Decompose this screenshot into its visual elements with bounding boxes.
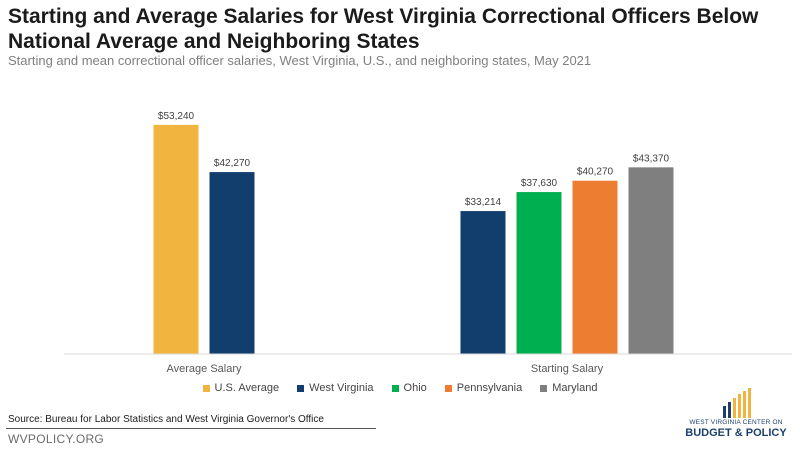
- legend-swatch: [297, 384, 305, 392]
- legend-swatch: [202, 384, 210, 392]
- data-label: $37,630: [521, 178, 558, 189]
- bar-west-virginia-average-salary: [209, 172, 255, 354]
- legend-item: Maryland: [540, 382, 597, 394]
- data-label: $43,370: [633, 153, 670, 164]
- legend-swatch: [444, 384, 452, 392]
- legend-label: U.S. Average: [214, 382, 280, 394]
- data-label: $33,214: [465, 197, 502, 208]
- legend-item: U.S. Average: [202, 382, 280, 394]
- bar-pennsylvania-starting-salary: [572, 180, 618, 354]
- legend-item: Ohio: [391, 382, 427, 394]
- chart-title: Starting and Average Salaries for West V…: [8, 5, 759, 53]
- bars-group: $53,240 $42,270 $33,214 $37,630 $40,270 $43,3…: [153, 111, 674, 354]
- bar-chart: $53,240 $42,270 $33,214 $37,630 $40,270 $43,3…: [64, 111, 792, 375]
- x-tick-label: Average Salary: [166, 363, 242, 375]
- source-note: Source: Bureau for Labor Statistics and …: [8, 414, 324, 425]
- x-tick-labels: Average Salary Starting Salary: [166, 363, 603, 375]
- source-divider: [6, 428, 376, 429]
- wvcbp-logo: WEST VIRGINIA CENTER ON BUDGET & POLICY: [680, 388, 792, 446]
- footer-url: WVPOLICY.ORG: [8, 432, 105, 446]
- legend-swatch: [540, 384, 548, 392]
- data-label: $42,270: [214, 158, 251, 169]
- legend-label: West Virginia: [309, 382, 374, 394]
- legend-label: Ohio: [403, 382, 427, 394]
- legend-item: West Virginia: [297, 382, 374, 394]
- bar-maryland-starting-salary: [628, 167, 674, 354]
- legend-label: Pennsylvania: [456, 382, 523, 394]
- bar-west-virginia-starting-salary: [460, 211, 506, 354]
- legend-swatch: [391, 384, 399, 392]
- logo-line1: WEST VIRGINIA CENTER ON: [689, 419, 783, 426]
- logo-line2: BUDGET & POLICY: [685, 427, 787, 439]
- chart-legend: U.S. Average West Virginia Ohio Pennsylvani…: [0, 382, 800, 394]
- bar-ohio-starting-salary: [516, 192, 562, 354]
- bar-u-s-average-average-salary: [153, 124, 199, 354]
- logo-bars-icon: [723, 388, 751, 418]
- legend-item: Pennsylvania: [444, 382, 523, 394]
- chart-subtitle: Starting and mean correctional officer s…: [8, 53, 592, 68]
- data-label: $40,270: [577, 167, 614, 178]
- data-label: $53,240: [158, 111, 195, 122]
- x-tick-label: Starting Salary: [531, 363, 604, 375]
- legend-label: Maryland: [552, 382, 598, 394]
